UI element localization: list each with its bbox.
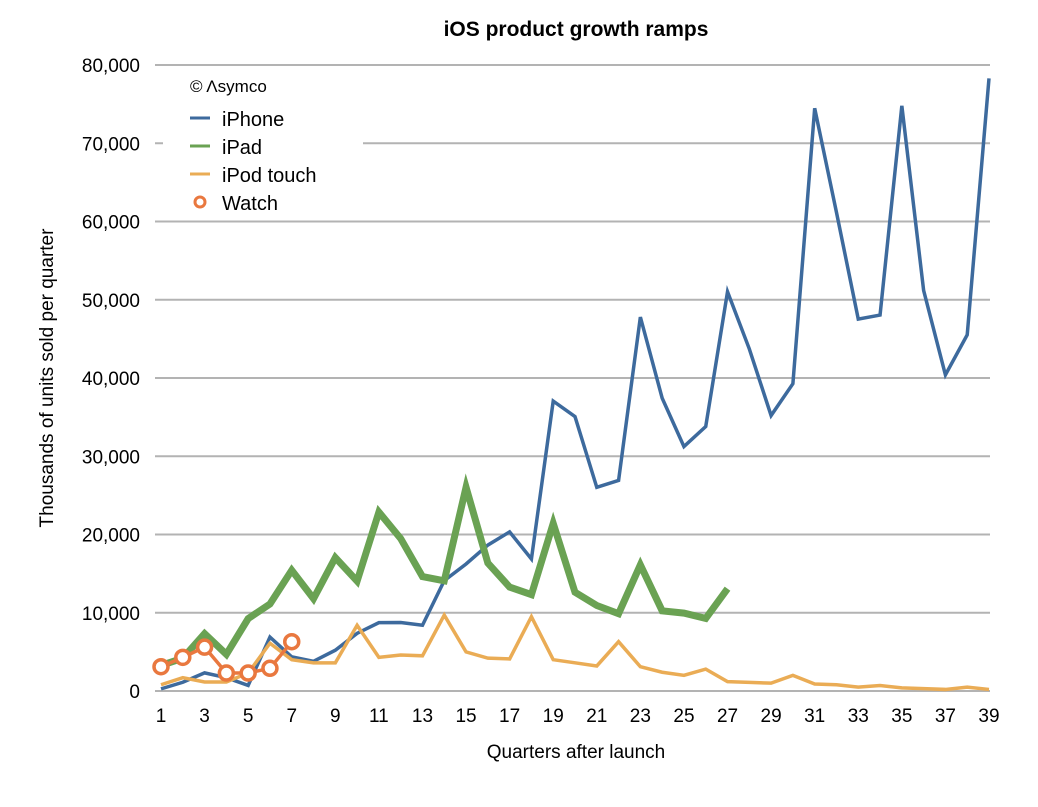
- x-tick-label: 31: [804, 706, 825, 727]
- legend-item: iPhone: [190, 109, 284, 131]
- y-tick-label: 50,000: [82, 291, 140, 312]
- x-tick-label: 29: [761, 706, 782, 727]
- gridlines: [155, 64, 990, 692]
- data-point-watch: [152, 657, 170, 676]
- x-tick-label: 37: [935, 706, 956, 727]
- legend-label: iPhone: [222, 109, 284, 131]
- y-tick-label: 10,000: [82, 604, 140, 625]
- data-point-watch: [217, 664, 236, 682]
- x-axis-ticks: 1 3 5 7 9 11 13 15 17 19 21 23 25 27 29 31 33 35 37 39: [156, 706, 1000, 727]
- legend-background: [163, 70, 363, 216]
- legend-item: Watch: [193, 193, 278, 215]
- series-line-ipod-touch: [160, 611, 990, 692]
- x-tick-label: 39: [978, 706, 999, 727]
- data-point-watch: [195, 638, 214, 656]
- x-tick-label: 27: [717, 706, 738, 727]
- copyright-label: © Λsymco: [190, 77, 267, 96]
- x-tick-label: 33: [848, 706, 869, 727]
- x-tick-label: 5: [243, 706, 254, 727]
- series-line-ipad: [159, 473, 731, 669]
- x-tick-label: 19: [543, 706, 564, 727]
- x-tick-label: 25: [673, 706, 694, 727]
- x-tick-label: 15: [455, 706, 476, 727]
- legend-marker-icon: [193, 195, 207, 209]
- y-tick-label: 70,000: [82, 134, 140, 155]
- legend-label: iPod touch: [222, 165, 317, 187]
- legend-item: iPod touch: [190, 165, 317, 187]
- y-tick-label: 60,000: [82, 213, 140, 234]
- x-tick-label: 23: [630, 706, 651, 727]
- x-tick-label: 17: [499, 706, 520, 727]
- data-point-watch: [174, 648, 192, 667]
- y-tick-label: 20,000: [82, 526, 140, 547]
- y-tick-label: 40,000: [82, 369, 140, 390]
- data-point-watch: [261, 659, 279, 678]
- y-axis-label: Thousands of units sold per quarter: [37, 228, 58, 528]
- y-tick-label: 80,000: [82, 56, 140, 77]
- x-tick-label: 35: [891, 706, 912, 727]
- series-line-iphone: [160, 78, 991, 691]
- legend-label: Watch: [222, 193, 278, 215]
- data-point-watch: [282, 632, 301, 651]
- legend-item: iPad: [190, 137, 262, 159]
- legend: © Λsymco iPhone iPad iPod touch Watch: [163, 70, 363, 216]
- data-point-watch: [239, 664, 257, 682]
- x-axis-label: Quarters after launch: [487, 742, 665, 763]
- x-tick-label: 1: [156, 706, 167, 727]
- chart-title: iOS product growth ramps: [444, 18, 709, 41]
- x-tick-label: 7: [286, 706, 297, 727]
- series-lines: [152, 78, 991, 692]
- y-axis-ticks: 0 10,000 20,000 30,000 40,000 50,000 60,000 70,…: [82, 56, 140, 703]
- y-tick-label: 0: [129, 682, 140, 703]
- x-tick-label: 21: [586, 706, 607, 727]
- legend-label: iPad: [222, 137, 262, 159]
- x-tick-label: 3: [199, 706, 210, 727]
- x-tick-label: 9: [330, 706, 341, 727]
- x-tick-label: 13: [412, 706, 433, 727]
- y-tick-label: 30,000: [82, 447, 140, 468]
- x-tick-label: 11: [369, 706, 389, 727]
